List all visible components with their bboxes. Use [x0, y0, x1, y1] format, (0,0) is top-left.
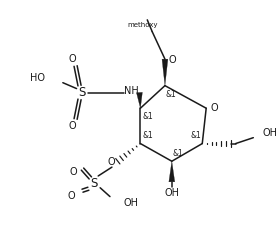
Text: OH: OH [262, 128, 277, 138]
Text: S: S [91, 177, 98, 190]
Polygon shape [169, 161, 175, 182]
Text: O: O [168, 55, 176, 65]
Text: NH: NH [124, 85, 139, 96]
Text: &1: &1 [172, 149, 183, 158]
Text: O: O [69, 54, 76, 64]
Text: HO: HO [30, 73, 45, 83]
Polygon shape [162, 59, 168, 86]
Text: OH: OH [124, 198, 139, 209]
Text: &1: &1 [191, 131, 202, 140]
Text: &1: &1 [143, 112, 154, 120]
Text: methoxy: methoxy [127, 22, 158, 28]
Text: OH: OH [164, 188, 179, 198]
Text: O: O [107, 157, 115, 167]
Text: &1: &1 [165, 90, 176, 99]
Text: O: O [68, 191, 76, 201]
Text: &1: &1 [143, 131, 154, 140]
Text: O: O [69, 121, 76, 131]
Polygon shape [136, 92, 142, 108]
Text: O: O [70, 167, 78, 177]
Text: O: O [210, 103, 218, 113]
Text: S: S [78, 86, 85, 99]
